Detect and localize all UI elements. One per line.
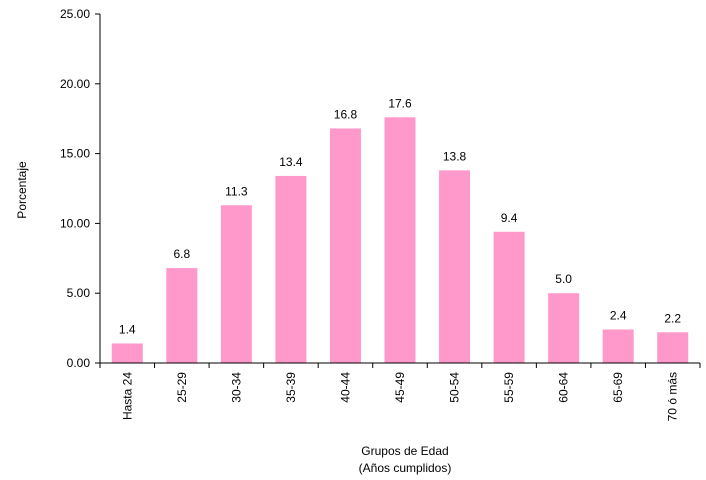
- data-label: 1.4: [119, 322, 136, 336]
- x-tick-label: 50-54: [448, 372, 462, 403]
- x-tick-label: Hasta 24: [120, 372, 134, 420]
- x-axis-subtitle: (Años cumplidos): [359, 461, 452, 475]
- x-tick-label: 55-59: [502, 372, 516, 403]
- data-label: 16.8: [334, 107, 358, 121]
- data-label: 11.3: [225, 184, 248, 198]
- bar: [275, 175, 307, 363]
- bar: [329, 128, 361, 363]
- x-tick-label: 25-29: [175, 372, 189, 403]
- bar: [384, 117, 416, 363]
- bar: [548, 293, 580, 363]
- y-axis-title: Porcentaje: [15, 161, 29, 219]
- x-tick-label: 65-69: [611, 372, 625, 403]
- bar: [657, 332, 689, 363]
- data-label: 9.4: [501, 211, 518, 225]
- y-tick-label: 5.00: [67, 286, 91, 300]
- data-label: 17.6: [388, 96, 412, 110]
- bar: [439, 170, 471, 363]
- data-label: 2.4: [610, 308, 627, 322]
- x-tick-label: 30-34: [229, 372, 243, 403]
- bar: [602, 329, 634, 363]
- bar: [111, 343, 143, 363]
- x-axis-title: Grupos de Edad: [361, 444, 448, 458]
- x-tick-label: 40-44: [338, 372, 352, 403]
- data-label: 5.0: [555, 272, 572, 286]
- y-tick-label: 0.00: [67, 356, 91, 370]
- bar: [166, 268, 198, 363]
- x-tick-label: 60-64: [557, 372, 571, 403]
- data-label: 2.2: [664, 311, 681, 325]
- data-label: 13.4: [279, 155, 303, 169]
- y-tick-label: 20.00: [60, 77, 90, 91]
- y-tick-label: 10.00: [60, 216, 90, 230]
- y-tick-label: 25.00: [60, 7, 90, 21]
- data-label: 13.8: [443, 149, 467, 163]
- y-tick-label: 15.00: [60, 147, 90, 161]
- x-tick-label: 35-39: [284, 372, 298, 403]
- data-label: 6.8: [173, 247, 190, 261]
- x-tick-label: 45-49: [393, 372, 407, 403]
- bar: [220, 205, 252, 363]
- bar: [493, 231, 525, 363]
- x-tick-label: 70 ó más: [666, 372, 680, 421]
